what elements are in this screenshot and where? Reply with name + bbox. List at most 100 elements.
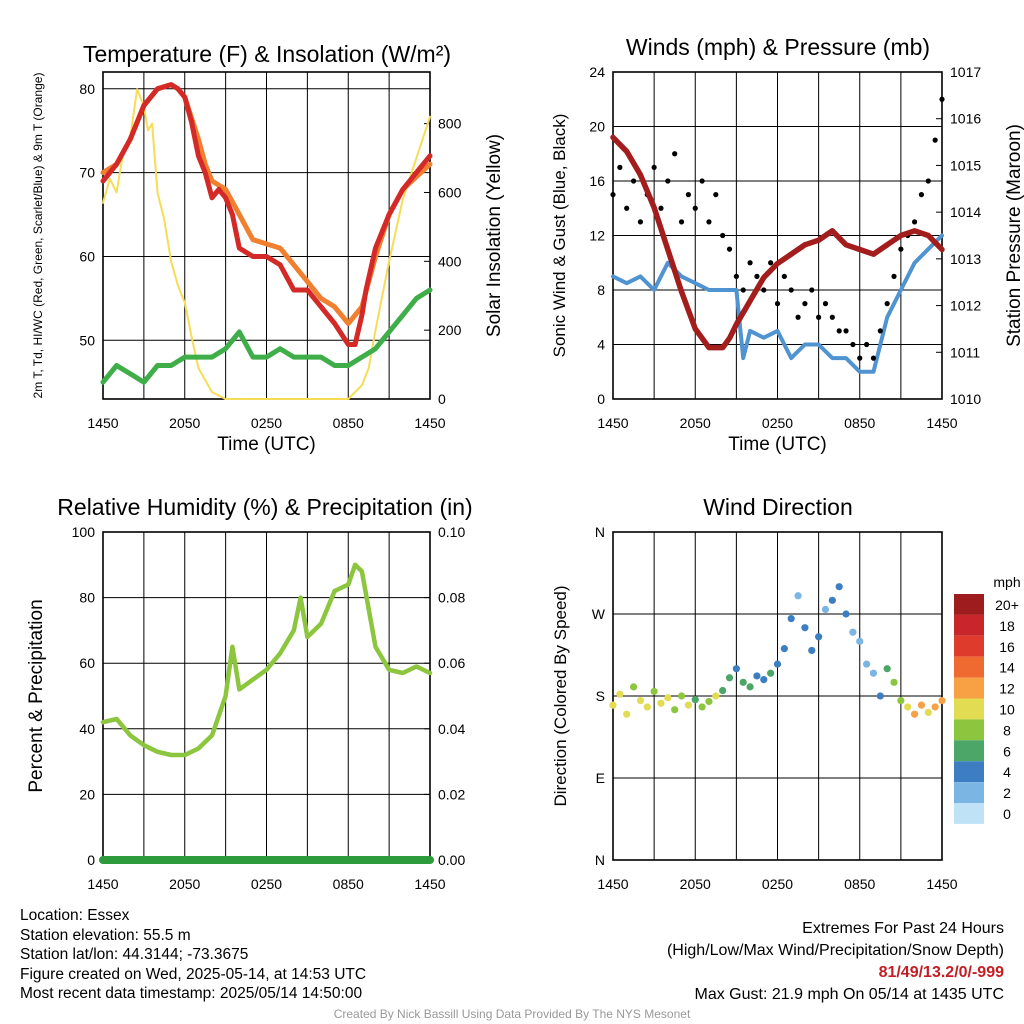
x-tick-label: 1450	[414, 415, 445, 431]
data-point-gust	[884, 301, 890, 307]
data-point-gust	[617, 164, 623, 170]
y-tick-label: 50	[79, 332, 95, 348]
y-tick-label: 100	[72, 524, 96, 540]
created-text: Figure created on Wed, 2025-05-14, at 14…	[20, 965, 367, 983]
x-tick-label: 2050	[169, 415, 200, 431]
y-tick-label-right: 1015	[950, 157, 981, 173]
y-tick-label: W	[592, 606, 606, 622]
data-point-direction	[698, 703, 706, 711]
credit-text: Created By Nick Bassill Using Data Provi…	[333, 1007, 691, 1021]
y-tick-label-right: 0.04	[438, 721, 465, 737]
x-tick-label: 1450	[926, 876, 957, 892]
data-point-direction	[931, 703, 939, 711]
legend-swatch	[954, 803, 984, 824]
data-point-gust	[630, 178, 637, 184]
y-tick-label-right: 600	[438, 184, 462, 200]
data-point-gust	[822, 301, 829, 307]
x-tick-label: 0850	[844, 415, 875, 431]
data-point-direction	[835, 583, 843, 591]
data-point-gust	[816, 314, 822, 320]
chart-title: Relative Humidity (%) & Precipitation (i…	[57, 494, 472, 520]
data-point-gust	[864, 341, 870, 348]
elevation-text: Station elevation: 55.5 m	[20, 926, 191, 944]
legend-title: mph	[993, 574, 1020, 590]
x-tick-label: 0850	[333, 876, 364, 892]
x-tick-label: 1450	[926, 415, 957, 431]
data-point-direction	[842, 610, 850, 618]
y-tick-label: 60	[79, 655, 95, 671]
legend-label: 14	[999, 660, 1015, 676]
x-tick-label: 0250	[251, 415, 282, 431]
data-point-direction	[801, 624, 809, 632]
x-tick-label: 2050	[680, 876, 711, 892]
x-tick-label: 2050	[169, 876, 200, 892]
y-tick-label-right: 0	[438, 391, 446, 407]
legend-swatch	[954, 656, 984, 678]
legend-label: 16	[999, 639, 1015, 655]
y-tick-label-right: 1013	[950, 251, 981, 267]
x-tick-label: 0850	[333, 415, 364, 431]
data-point-direction	[815, 633, 823, 641]
data-point-gust	[877, 328, 883, 334]
data-point-direction	[828, 596, 836, 604]
y-tick-label-right: 0.08	[438, 590, 465, 606]
y-tick-label: 8	[597, 282, 605, 298]
data-point-gust	[610, 192, 616, 198]
data-point-direction	[890, 678, 898, 686]
data-point-gust	[747, 260, 753, 266]
data-point-direction	[849, 628, 857, 636]
y-tick-label: 70	[79, 165, 95, 181]
chart-title: Wind Direction	[703, 494, 853, 520]
chart-panel-2: Winds (mph) & Pressure (mb) 0 4 8 12 16 20 24 10…	[550, 34, 1024, 455]
y-tick-label-right: 200	[438, 322, 462, 338]
data-point-direction	[821, 605, 830, 614]
y-tick-label: N	[595, 852, 605, 868]
data-point-gust	[870, 355, 877, 361]
data-point-direction	[883, 665, 891, 673]
y-tick-label: 0	[597, 391, 605, 407]
y-tick-label-right: 0.10	[438, 524, 465, 540]
data-point-gust	[768, 260, 774, 266]
legend-swatch	[954, 719, 984, 741]
series-line-rh	[100, 562, 433, 758]
y-tick-label: N	[595, 524, 605, 540]
x-tick-label: 0850	[844, 876, 875, 892]
data-point-direction	[636, 696, 645, 705]
series-line-insolation	[102, 88, 431, 400]
data-point-gust	[699, 178, 705, 184]
x-tick-label: 1450	[414, 876, 445, 892]
x-axis-label: Time (UTC)	[217, 434, 316, 455]
series-line-dewpoint	[100, 287, 433, 385]
data-point-gust	[932, 137, 938, 143]
y-axis-label: Percent & Precipitation	[26, 599, 47, 792]
y-axis-label: Sonic Wind & Gust (Blue, Black)	[550, 114, 569, 358]
y-axis-label-right: Station Pressure (Maroon)	[1004, 124, 1024, 347]
data-point-gust	[685, 192, 691, 198]
data-point-gust	[726, 246, 733, 252]
y-tick-label-right: 0.00	[438, 852, 465, 868]
x-tick-label: 2050	[680, 415, 711, 431]
y-tick-label-right: 400	[438, 253, 462, 269]
x-tick-label: 1450	[597, 876, 628, 892]
data-point-direction	[616, 690, 624, 698]
series-line-temperature	[100, 82, 433, 347]
legend-label: 18	[999, 618, 1015, 634]
extremes-values: 81/49/13.2/0/-999	[878, 964, 1004, 981]
data-point-direction	[746, 683, 754, 691]
data-point-gust	[651, 164, 657, 170]
data-point-direction	[712, 692, 720, 700]
data-point-gust	[720, 232, 726, 239]
data-point-gust	[891, 273, 897, 279]
legend-swatch	[954, 782, 984, 803]
x-tick-label: 0250	[762, 876, 793, 892]
data-point-direction	[808, 646, 816, 655]
data-point-direction	[863, 660, 871, 668]
data-point-gust	[918, 192, 925, 198]
data-point-gust	[665, 178, 671, 184]
data-point-gust	[836, 328, 842, 334]
series-line-pressure	[610, 134, 945, 351]
data-point-direction	[609, 701, 617, 709]
data-point-direction	[643, 703, 651, 711]
y-axis-label: 2m T, Td, HI/WC (Red, Green, Scarlet/Blu…	[31, 73, 45, 399]
